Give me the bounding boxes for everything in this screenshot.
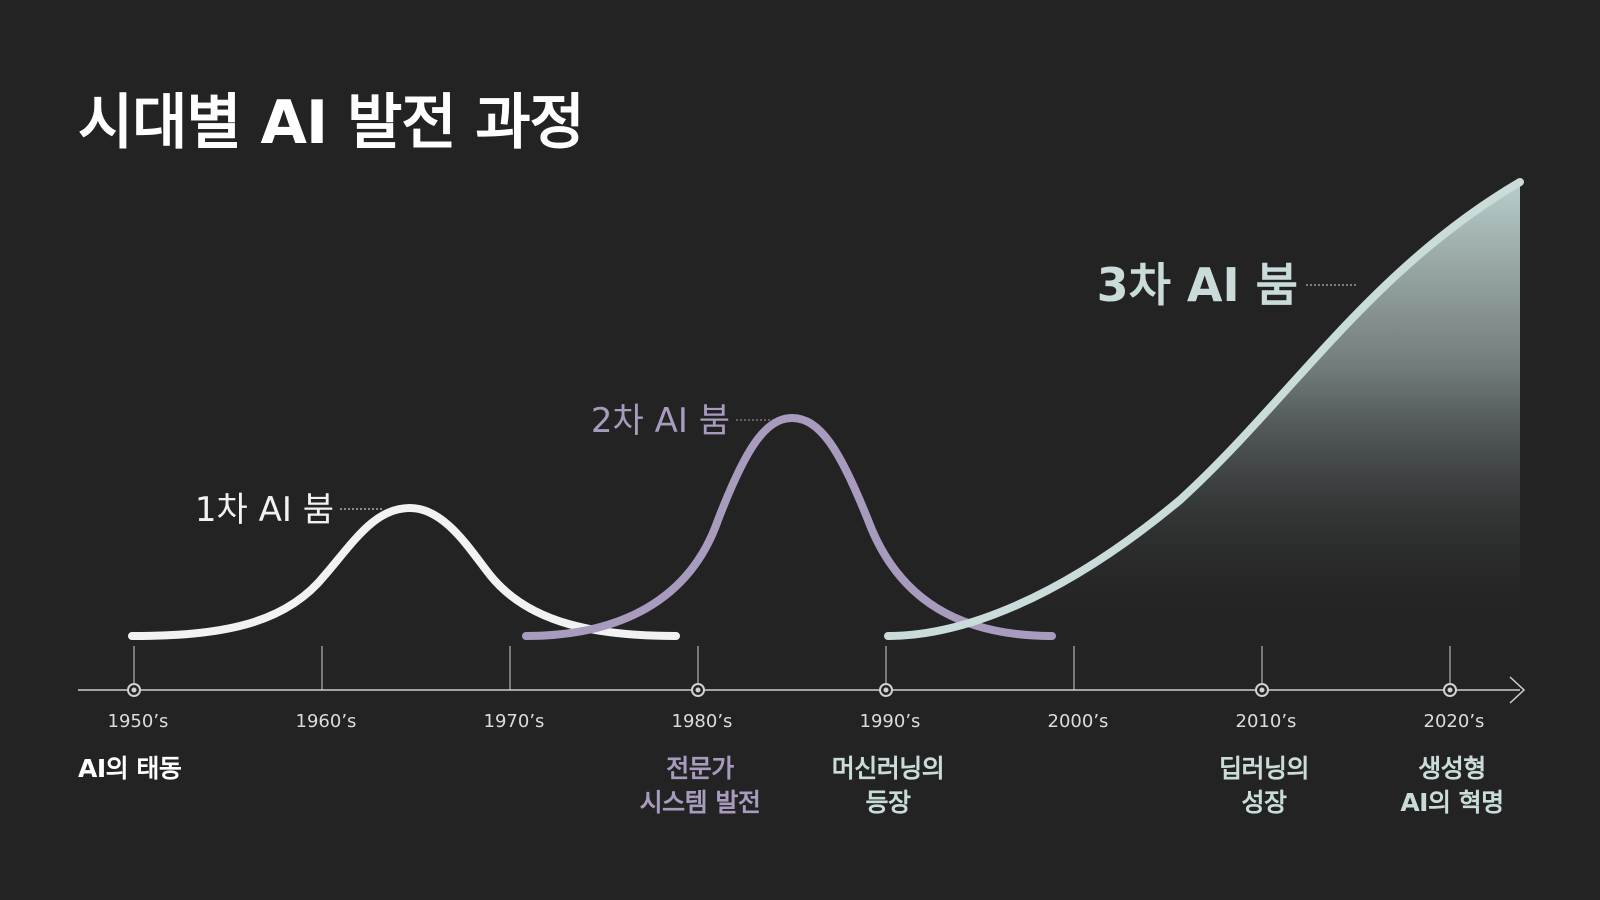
tick-label: 2020’s — [1424, 711, 1485, 732]
boom-3-label: 3차 AI 붐 — [1097, 258, 1298, 312]
event-label: 생성형 AI의 혁명 — [1342, 752, 1562, 820]
tick-label: 2010’s — [1236, 711, 1297, 732]
tick-label: 1970’s — [484, 711, 545, 732]
boom-1-curve — [128, 503, 680, 640]
timeline-arrow-icon — [1509, 676, 1526, 704]
event-label-line: 시스템 발전 — [639, 788, 761, 817]
event-label-line: AI의 태동 — [78, 754, 182, 783]
boom-2-label: 2차 AI 붐 — [591, 401, 730, 441]
boom-2-curve — [522, 413, 1056, 640]
event-label-line: 등장 — [865, 788, 911, 817]
event-label: AI의 태동 — [78, 752, 298, 786]
event-label-line: 전문가 — [666, 754, 734, 783]
tick-label: 1950’s — [108, 711, 169, 732]
tick-marker-dot — [1259, 687, 1265, 693]
event-label-line: 딥러닝의 — [1218, 754, 1310, 783]
boom-1-label: 1차 AI 붐 — [195, 490, 334, 530]
event-label-line: 성장 — [1241, 788, 1287, 817]
tick-marker-dot — [695, 687, 701, 693]
timeline-ticks: 1950’s 1960’s 1970’s 1980’s 1990’s 2000’s 2010… — [108, 646, 1485, 732]
event-label-line: AI의 혁명 — [1400, 788, 1504, 817]
boom-3-area — [888, 182, 1520, 640]
tick-marker-dot — [131, 687, 137, 693]
tick-marker-dot — [1447, 687, 1453, 693]
page-title: 시대별 AI 발전 과정 — [78, 88, 585, 158]
tick-label: 1990’s — [860, 711, 921, 732]
tick-marker-dot — [883, 687, 889, 693]
tick-label: 2000’s — [1048, 711, 1109, 732]
event-label-line: 머신러닝의 — [831, 754, 945, 783]
tick-label: 1980’s — [672, 711, 733, 732]
tick-label: 1960’s — [296, 711, 357, 732]
event-label-line: 생성형 — [1418, 754, 1486, 783]
boom-3-curve — [884, 178, 1524, 640]
